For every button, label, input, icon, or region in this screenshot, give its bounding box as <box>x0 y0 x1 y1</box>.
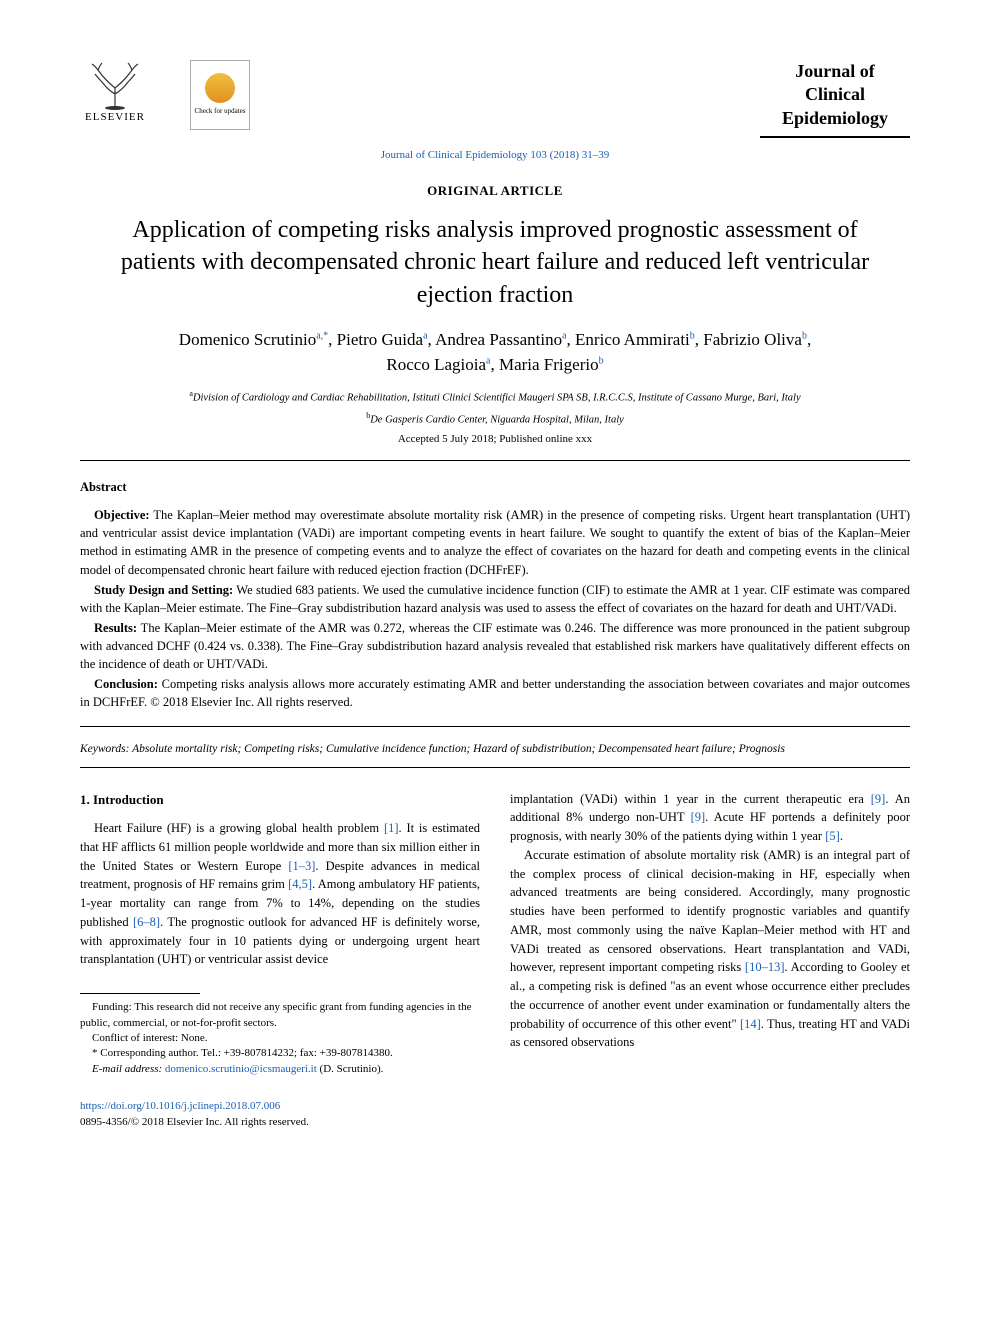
p3-a: Accurate estimation of absolute mortalit… <box>510 848 910 975</box>
header-left: ELSEVIER Check for updates <box>80 60 250 130</box>
abstract-label: Abstract <box>80 479 910 497</box>
intro-para-1: Heart Failure (HF) is a growing global h… <box>80 819 480 969</box>
rule-mid <box>80 726 910 727</box>
ref-1[interactable]: [1] <box>384 821 399 835</box>
author-6: Rocco Lagioia <box>386 355 486 374</box>
author-4: Enrico Ammirati <box>575 330 690 349</box>
body-columns: 1. Introduction Heart Failure (HF) is a … <box>80 790 910 1077</box>
ref-1-3[interactable]: [1–3] <box>288 859 315 873</box>
email-label: E-mail address: <box>92 1063 165 1075</box>
affiliation-a: aDivision of Cardiology and Cardiac Reha… <box>80 388 910 406</box>
journal-citation-link[interactable]: Journal of Clinical Epidemiology 103 (20… <box>381 149 610 161</box>
footnotes: Funding: This research did not receive a… <box>80 1000 480 1077</box>
results-text: The Kaplan–Meier estimate of the AMR was… <box>80 621 910 671</box>
keywords-text: Absolute mortality risk; Competing risks… <box>129 743 785 755</box>
footnote-rule <box>80 993 200 994</box>
footnote-funding: Funding: This research did not receive a… <box>80 1000 480 1031</box>
section-1-heading: 1. Introduction <box>80 790 480 810</box>
conclusion-label: Conclusion: <box>94 677 158 691</box>
design-label: Study Design and Setting: <box>94 583 233 597</box>
column-left: 1. Introduction Heart Failure (HF) is a … <box>80 790 480 1077</box>
results-label: Results: <box>94 621 137 635</box>
author-1: Domenico Scrutinio <box>179 330 316 349</box>
author-2: Pietro Guida <box>337 330 423 349</box>
ref-10-13[interactable]: [10–13] <box>745 960 785 974</box>
aff-a-text: Division of Cardiology and Cardiac Rehab… <box>193 392 801 403</box>
ref-4-5[interactable]: [4,5] <box>288 877 312 891</box>
rule-top <box>80 460 910 461</box>
column-right: implantation (VADi) within 1 year in the… <box>510 790 910 1077</box>
rule-bottom <box>80 767 910 768</box>
article-type: ORIGINAL ARTICLE <box>80 182 910 200</box>
author-6-sup: a <box>486 356 490 367</box>
author-1-sup: a,* <box>316 330 328 341</box>
check-updates-label: Check for updates <box>195 107 246 117</box>
ref-9a[interactable]: [9] <box>871 792 886 806</box>
author-5: Fabrizio Oliva <box>703 330 802 349</box>
ref-5[interactable]: [5] <box>825 829 840 843</box>
authors-list: Domenico Scrutinioa,*, Pietro Guidaa, An… <box>80 327 910 378</box>
author-5-sup: b <box>802 330 807 341</box>
conclusion-text: Competing risks analysis allows more acc… <box>80 677 910 709</box>
elsevier-logo: ELSEVIER <box>80 60 150 130</box>
elsevier-tree-icon <box>80 60 150 110</box>
journal-name-l1: Journal of <box>760 60 910 83</box>
objective-text: The Kaplan–Meier method may overestimate… <box>80 508 910 576</box>
intro-para-1-cont: implantation (VADi) within 1 year in the… <box>510 790 910 846</box>
abstract-objective: Objective: The Kaplan–Meier method may o… <box>80 506 910 579</box>
header-row: ELSEVIER Check for updates Journal of Cl… <box>80 60 910 138</box>
abstract-design: Study Design and Setting: We studied 683… <box>80 581 910 617</box>
author-3-sup: a <box>562 330 566 341</box>
affiliation-b: bDe Gasperis Cardio Center, Niguarda Hos… <box>80 410 910 428</box>
keywords-label: Keywords: <box>80 743 129 755</box>
email-link[interactable]: domenico.scrutinio@icsmaugeri.it <box>165 1063 317 1075</box>
check-updates-icon <box>205 73 235 103</box>
article-title: Application of competing risks analysis … <box>100 214 890 311</box>
ref-6-8[interactable]: [6–8] <box>133 915 160 929</box>
author-2-sup: a <box>423 330 427 341</box>
journal-citation-row: Journal of Clinical Epidemiology 103 (20… <box>80 148 910 163</box>
accepted-line: Accepted 5 July 2018; Published online x… <box>80 432 910 447</box>
elsevier-name: ELSEVIER <box>85 110 145 125</box>
p2-d: . <box>840 829 843 843</box>
copyright-line: 0895-4356/© 2018 Elsevier Inc. All right… <box>80 1115 910 1130</box>
aff-b-text: De Gasperis Cardio Center, Niguarda Hosp… <box>370 415 624 426</box>
journal-name-l3: Epidemiology <box>760 107 910 130</box>
abstract-results: Results: The Kaplan–Meier estimate of th… <box>80 619 910 673</box>
footnote-conflict: Conflict of interest: None. <box>80 1031 480 1046</box>
p1-a: Heart Failure (HF) is a growing global h… <box>94 821 384 835</box>
footnote-corresponding: * Corresponding author. Tel.: +39-807814… <box>80 1046 480 1061</box>
intro-para-2: Accurate estimation of absolute mortalit… <box>510 846 910 1052</box>
doi-line: https://doi.org/10.1016/j.jclinepi.2018.… <box>80 1099 910 1114</box>
abstract-conclusion: Conclusion: Competing risks analysis all… <box>80 675 910 711</box>
ref-14[interactable]: [14] <box>740 1017 761 1031</box>
keywords-line: Keywords: Absolute mortality risk; Compe… <box>80 741 910 757</box>
footnote-email: E-mail address: domenico.scrutinio@icsma… <box>80 1062 480 1077</box>
check-updates-badge[interactable]: Check for updates <box>190 60 250 130</box>
author-4-sup: b <box>690 330 695 341</box>
email-suffix: (D. Scrutinio). <box>317 1063 384 1075</box>
doi-link[interactable]: https://doi.org/10.1016/j.jclinepi.2018.… <box>80 1100 280 1112</box>
journal-title-box: Journal of Clinical Epidemiology <box>760 60 910 138</box>
ref-9b[interactable]: [9] <box>691 810 706 824</box>
objective-label: Objective: <box>94 508 150 522</box>
author-3: Andrea Passantino <box>435 330 562 349</box>
journal-name-l2: Clinical <box>760 83 910 106</box>
author-7-sup: b <box>599 356 604 367</box>
p2-a: implantation (VADi) within 1 year in the… <box>510 792 871 806</box>
author-7: Maria Frigerio <box>499 355 599 374</box>
